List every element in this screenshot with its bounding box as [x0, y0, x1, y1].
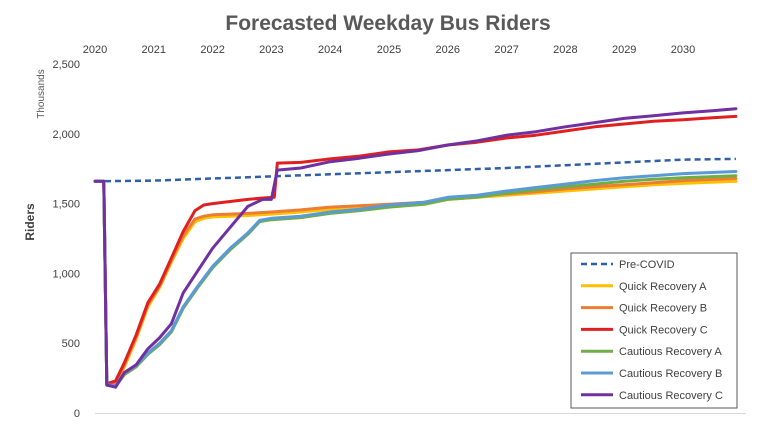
legend-label: Cautious Recovery B	[619, 368, 722, 380]
series-line-pre-covid	[94, 157, 736, 183]
x-tick-label: 2029	[612, 44, 636, 56]
x-tick-label: 2024	[318, 44, 342, 56]
x-tick-label: 2030	[671, 44, 695, 56]
chart-title: Forecasted Weekday Bus Riders	[225, 12, 550, 35]
y-tick-label: 1,500	[52, 199, 80, 211]
x-tick-label: 2028	[553, 44, 577, 56]
series-layer	[93, 107, 738, 389]
y-tick-label: 2,500	[52, 59, 80, 71]
legend: Pre-COVID Quick Recovery A Quick Recovery …	[570, 252, 738, 409]
y-axis-unit-label: Thousands	[36, 69, 47, 118]
x-tick-label: 2023	[259, 44, 283, 56]
legend-label: Cautious Recovery C	[619, 390, 723, 402]
x-tick-label: 2020	[83, 44, 107, 56]
legend-label: Quick Recovery B	[619, 303, 707, 315]
x-tick-label: 2026	[436, 44, 460, 56]
legend-label: Quick Recovery C	[619, 324, 708, 336]
x-tick-label: 2022	[200, 44, 224, 56]
y-tick-label: 2,000	[52, 129, 80, 141]
y-tick-label: 1,000	[52, 268, 80, 280]
y-axis-ticks: 0 500 1,000 1,500 2,000 2,500	[52, 59, 80, 420]
x-tick-label: 2027	[494, 44, 518, 56]
y-tick-label: 0	[74, 408, 80, 420]
legend-label: Quick Recovery A	[619, 281, 707, 293]
x-tick-label: 2025	[377, 44, 401, 56]
x-axis-ticks: 2020 2021 2022 2023 2024 2025 2026 2027 2028 2029…	[83, 44, 695, 56]
series-line-cautious-recovery-c	[93, 107, 738, 389]
legend-label: Pre-COVID	[619, 259, 675, 271]
x-tick-label: 2021	[142, 44, 166, 56]
y-tick-label: 500	[62, 338, 80, 350]
legend-label: Cautious Recovery A	[619, 346, 722, 358]
y-axis-title: Riders	[23, 203, 37, 241]
